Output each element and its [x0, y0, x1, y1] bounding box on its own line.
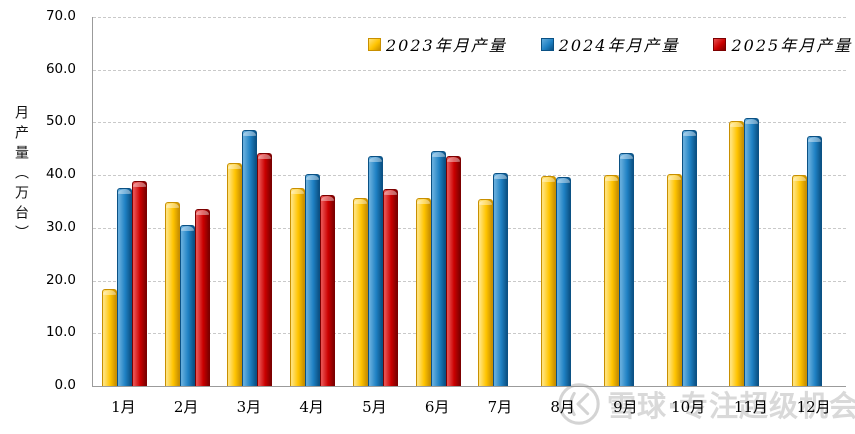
- legend-item: 2025年月产量: [713, 32, 852, 56]
- gridline: [93, 175, 846, 177]
- plot-area: [92, 17, 846, 387]
- bar-2024年月产量-10月: [681, 130, 697, 386]
- y-tick-label: 60.0: [45, 60, 76, 77]
- bar-2024年月产量-5月: [367, 155, 383, 386]
- bar-2023年月产量-4月: [290, 188, 306, 386]
- bar-groups: [93, 17, 846, 386]
- bar-2023年月产量-6月: [415, 197, 431, 386]
- x-axis-label: 1月: [111, 398, 136, 416]
- x-axis-label: 10月: [671, 398, 706, 416]
- bar-2023年月产量-2月: [164, 202, 180, 386]
- x-axis-label: 3月: [236, 398, 262, 416]
- bar-group-2月: [156, 17, 219, 386]
- gridline: [93, 17, 846, 18]
- bar-2023年月产量-8月: [541, 175, 557, 386]
- bar-group-11月: [721, 17, 784, 386]
- x-axis-labels: 1月 2月 3月 4月 5月 6月 7月 8月 9月 10月 11月 12月: [92, 396, 845, 417]
- x-axis-label: 9月: [613, 398, 638, 416]
- y-tick-label: 30.0: [45, 218, 76, 235]
- bar-2024年月产量-1月: [116, 188, 132, 386]
- y-axis-ticks: 0.0 10.0 20.0 30.0 40.0 50.0 60.0 70.0: [30, 8, 82, 393]
- bar-group-7月: [470, 17, 533, 386]
- gridline: [93, 69, 846, 71]
- gridline: [93, 227, 846, 229]
- bar-2024年月产量-8月: [556, 176, 572, 386]
- x-axis-label: 8月: [550, 398, 575, 416]
- bar-2023年月产量-1月: [101, 288, 117, 386]
- bar-2024年月产量-3月: [242, 130, 258, 386]
- bar-2023年月产量-9月: [603, 175, 619, 386]
- legend-label: 2023年月产量: [386, 36, 507, 55]
- x-axis-label: 2月: [173, 398, 199, 416]
- legend-item: 2024年月产量: [540, 32, 680, 56]
- x-axis-label: 5月: [362, 398, 387, 416]
- bar-2024年月产量-7月: [493, 172, 509, 386]
- bar-2025年月产量-4月: [320, 194, 336, 386]
- x-axis-label: 12月: [796, 398, 831, 416]
- bar-2023年月产量-3月: [227, 162, 243, 386]
- bar-2024年月产量-2月: [179, 225, 195, 386]
- bar-2023年月产量-12月: [792, 175, 808, 386]
- bar-2023年月产量-5月: [352, 198, 368, 386]
- legend-marker: [713, 37, 727, 51]
- gridline: [93, 280, 846, 282]
- x-axis-label: 7月: [487, 398, 513, 416]
- y-tick-label: 10.0: [45, 324, 76, 341]
- bar-2025年月产量-3月: [257, 153, 273, 386]
- y-tick-label: 20.0: [45, 271, 76, 288]
- bar-group-10月: [658, 17, 721, 386]
- legend-marker: [540, 37, 554, 51]
- bar-group-4月: [281, 17, 344, 386]
- bar-2024年月产量-6月: [430, 150, 446, 386]
- bar-2023年月产量-7月: [478, 198, 494, 386]
- x-axis-label: 4月: [299, 398, 324, 416]
- gridline: [93, 333, 846, 335]
- bar-2025年月产量-1月: [131, 181, 147, 386]
- gridline: [93, 122, 846, 124]
- legend-marker: [368, 37, 381, 51]
- bar-2023年月产量-10月: [666, 174, 682, 386]
- x-axis-label: 11月: [733, 398, 768, 416]
- bar-2025年月产量-6月: [445, 156, 461, 386]
- bar-2023年月产量-11月: [729, 120, 745, 386]
- bar-group-9月: [595, 17, 658, 386]
- bar-group-5月: [344, 17, 407, 386]
- bar-2025年月产量-2月: [194, 209, 210, 386]
- bar-2024年月产量-11月: [744, 118, 760, 386]
- legend: 2023年月产量 2024年月产量 2025年月产量: [368, 32, 855, 56]
- bar-2024年月产量-4月: [305, 173, 321, 386]
- bar-group-3月: [219, 17, 282, 386]
- legend-item: 2023年月产量: [368, 32, 507, 56]
- y-axis-title: 月产量（万台）: [13, 105, 29, 245]
- bar-2025年月产量-5月: [382, 188, 398, 386]
- bar-group-6月: [407, 17, 470, 386]
- bar-group-1月: [93, 17, 156, 386]
- bar-2024年月产量-12月: [807, 135, 823, 386]
- bar-group-12月: [783, 17, 846, 386]
- y-tick-label: 70.0: [45, 8, 76, 24]
- y-tick-label: 40.0: [45, 166, 76, 183]
- x-axis-label: 6月: [424, 398, 450, 416]
- bar-group-8月: [532, 17, 595, 386]
- legend-label: 2024年月产量: [558, 36, 680, 55]
- bar-2024年月产量-9月: [618, 153, 634, 386]
- y-tick-label: 50.0: [45, 113, 76, 130]
- legend-label: 2025年月产量: [731, 36, 853, 55]
- y-tick-label: 0.0: [54, 377, 76, 393]
